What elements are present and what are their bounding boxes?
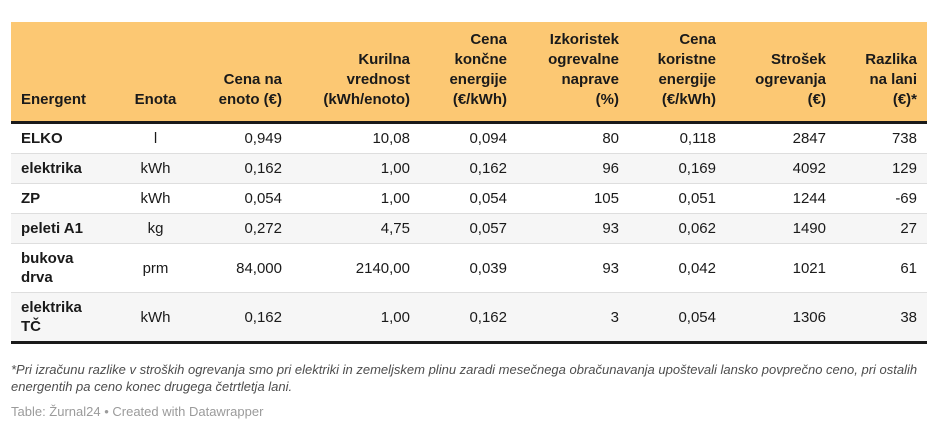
energent-cell: ELKO: [21, 130, 63, 147]
value-cell: 84,000: [236, 259, 282, 277]
value-cell: kWh: [140, 308, 171, 326]
column-header-7: Cena koristne energije (€/kWh): [657, 31, 716, 108]
column-header-4: Kurilna vrednost (kWh/enoto): [323, 51, 410, 108]
value-cell: 0,272: [244, 220, 282, 237]
table-row-1: ELKO l 0,949 10,08 0,094 80 0,118 2847 738: [11, 123, 927, 154]
table-row-5: bukova drva prm 84,000 2140,00 0,039 93 0,042 1…: [11, 243, 927, 293]
table-row-2: elektrika kWh 0,162 1,00 0,162 96 0,169 4092 129: [11, 153, 927, 184]
value-cell: kWh: [140, 160, 171, 177]
table-credit: Table: Žurnal24 • Created with Datawrapp…: [11, 404, 264, 419]
column-header-5: Cena končne energije (€/kWh): [449, 31, 507, 108]
value-cell: 0,057: [469, 220, 507, 237]
column-header-8: Strošek ogrevanja (€): [755, 51, 826, 108]
value-cell: 2140,00: [355, 259, 410, 277]
value-cell: 129: [891, 160, 917, 177]
energent-cell: elektrika TČ: [21, 299, 82, 335]
value-cell: 0,051: [678, 190, 716, 207]
table-row-6: elektrika TČ kWh 0,162 1,00 0,162 3 0,054 1306 3…: [11, 292, 927, 343]
value-cell: 0,162: [469, 160, 507, 177]
energent-cell: ZP: [21, 190, 41, 207]
value-cell: 105: [593, 190, 619, 207]
value-cell: prm: [142, 259, 169, 277]
value-cell: 96: [602, 160, 619, 177]
value-cell: 0,054: [244, 190, 282, 207]
energent-cell: bukova drva: [21, 250, 74, 286]
value-cell: 4092: [792, 160, 826, 177]
column-header-6: Izkoristek ogrevalne naprave (%): [548, 31, 619, 108]
value-cell: 1,00: [380, 190, 410, 207]
table-header: Energent Enota Cena na enoto (€) Kurilna vred…: [11, 22, 927, 123]
value-cell: 1306: [792, 308, 826, 326]
value-cell: 1490: [792, 220, 826, 237]
value-cell: 0,169: [678, 160, 716, 177]
value-cell: 0,949: [244, 130, 282, 147]
value-cell: 0,094: [469, 130, 507, 147]
value-cell: 38: [900, 308, 917, 326]
value-cell: 0,042: [678, 259, 716, 277]
value-cell: 0,162: [244, 160, 282, 177]
value-cell: 738: [891, 130, 917, 147]
value-cell: kg: [147, 220, 164, 237]
value-cell: 3: [610, 308, 619, 326]
value-cell: 1021: [792, 259, 826, 277]
value-cell: kWh: [140, 190, 171, 207]
energent-cell: peleti A1: [21, 220, 83, 237]
value-cell: 61: [900, 259, 917, 277]
value-cell: 1,00: [380, 308, 410, 326]
value-cell: 2847: [792, 130, 826, 147]
value-cell: l: [153, 130, 158, 147]
value-cell: 27: [900, 220, 917, 237]
value-cell: 1,00: [380, 160, 410, 177]
table-row-4: peleti A1 kg 0,272 4,75 0,057 93 0,062 1490 27: [11, 213, 927, 244]
value-cell: 4,75: [380, 220, 410, 237]
table-body: ELKO l 0,949 10,08 0,094 80 0,118 2847 738 elektr…: [11, 123, 927, 343]
table-header-row: Energent Enota Cena na enoto (€) Kurilna vred…: [11, 22, 927, 123]
value-cell: 0,054: [678, 308, 716, 326]
value-cell: 93: [602, 220, 619, 237]
column-header-9: Razlika na lani (€)*: [865, 51, 917, 108]
value-cell: 1244: [792, 190, 826, 207]
column-header-2: Enota: [134, 91, 177, 108]
table-row-3: ZP kWh 0,054 1,00 0,054 105 0,051 1244 -69: [11, 183, 927, 214]
value-cell: 0,162: [469, 308, 507, 326]
value-cell: 80: [602, 130, 619, 147]
value-cell: 10,08: [372, 130, 410, 147]
value-cell: 0,062: [678, 220, 716, 237]
value-cell: 0,054: [469, 190, 507, 207]
energent-cell: elektrika: [21, 160, 82, 177]
column-header-1: Energent: [21, 91, 87, 108]
value-cell: 0,118: [679, 130, 716, 147]
table-footnote: *Pri izračunu razlike v stroških ogrevan…: [11, 362, 918, 394]
value-cell: 0,162: [244, 308, 282, 326]
value-cell: -69: [895, 190, 917, 207]
energy-cost-table: Energent Enota Cena na enoto (€) Kurilna vred…: [11, 22, 927, 344]
value-cell: 0,039: [469, 259, 507, 277]
column-header-3: Cena na enoto (€): [218, 71, 282, 108]
value-cell: 93: [602, 259, 619, 277]
